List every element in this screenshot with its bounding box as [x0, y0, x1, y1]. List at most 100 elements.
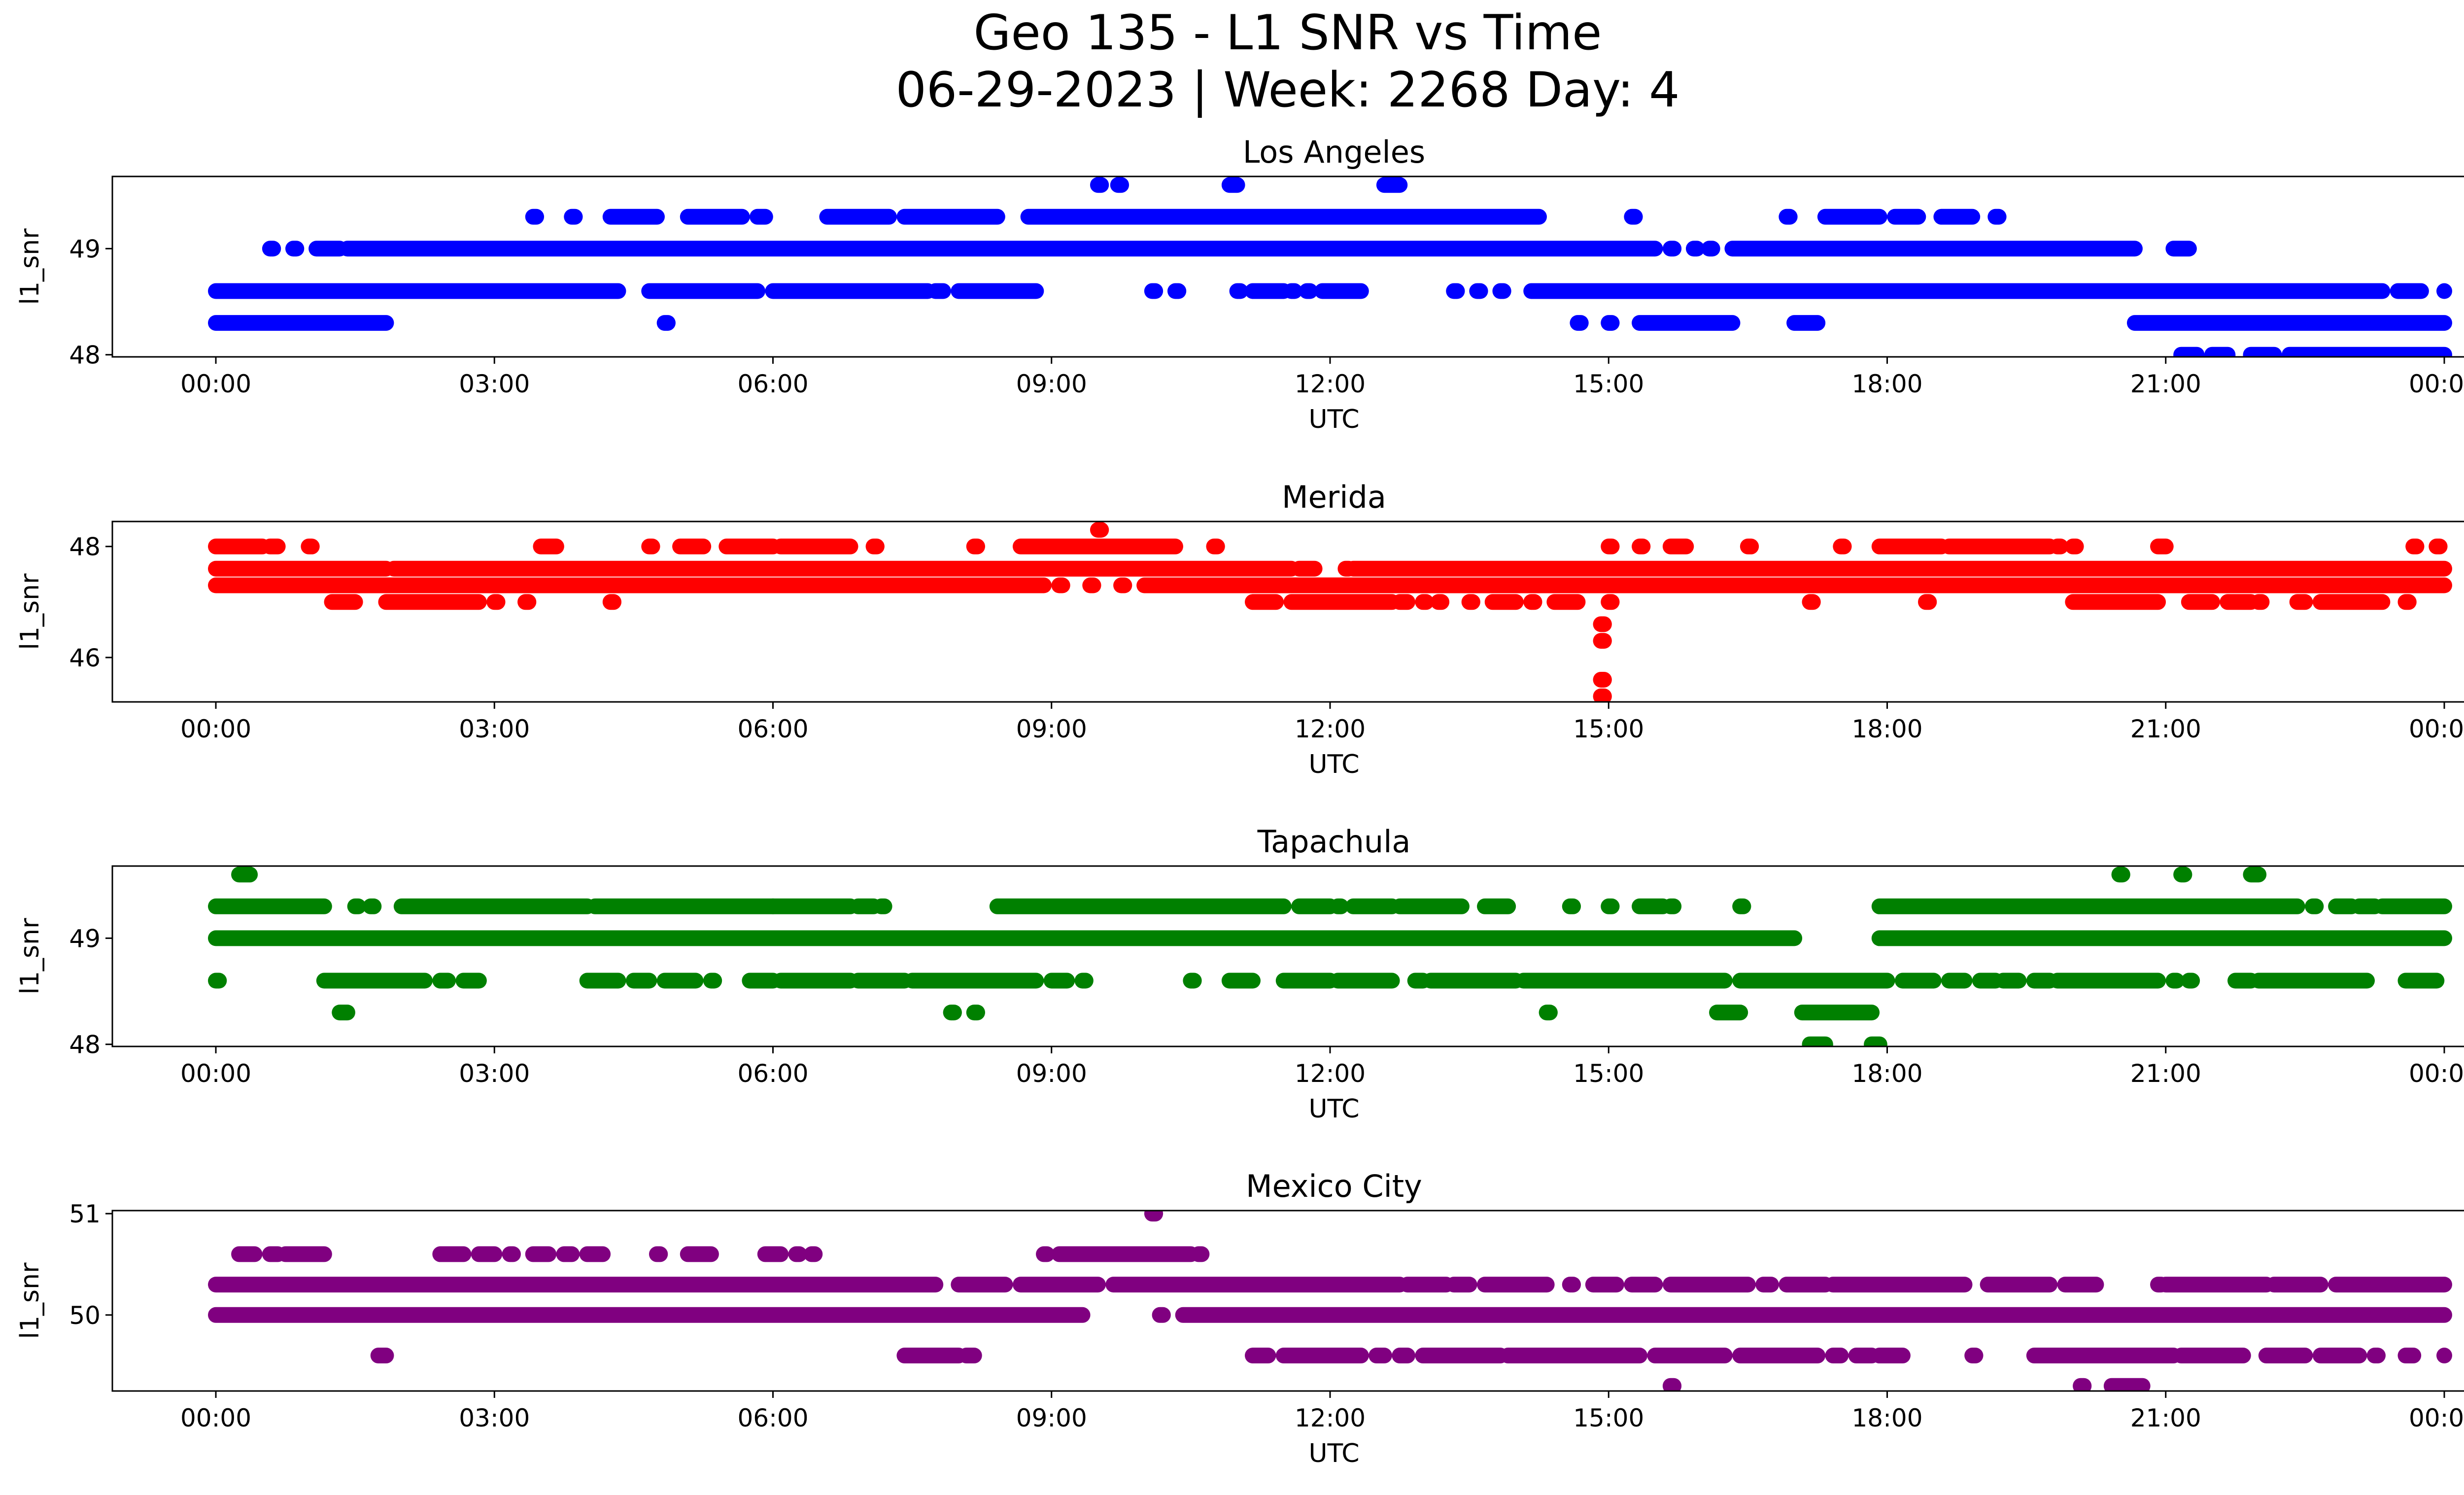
data-point-run [1871, 1348, 1911, 1364]
data-point-run [1864, 1036, 1887, 1046]
data-point-run [2165, 973, 2185, 989]
data-point-run [1833, 538, 1852, 555]
subplot-0: Los Angeles 00:00 03:00 06:00 09:00 12:00 15:0… [15, 134, 2464, 434]
data-point-run [1430, 594, 1450, 610]
data-point-run [1662, 538, 1694, 555]
data-point-run [208, 577, 1052, 593]
x-axis-label: UTC [1308, 1439, 1359, 1468]
data-point-run [765, 898, 858, 914]
x-tick-label: 21:00 [2130, 370, 2201, 398]
x-tick-label: 15:00 [1573, 370, 1644, 398]
data-point-run [262, 241, 281, 257]
data-point-run [2026, 973, 2058, 989]
data-point-run [1400, 1277, 1454, 1293]
data-points [208, 1211, 2452, 1391]
data-point-run [208, 1307, 1091, 1323]
x-tick-label: 00:00 [2409, 1404, 2464, 1432]
data-point-run [865, 538, 885, 555]
subplot-title: Mexico City [1246, 1168, 1422, 1204]
data-point-run [927, 283, 951, 299]
data-point-run [1244, 283, 1292, 299]
data-point-run [262, 538, 286, 555]
data-point-run [2397, 594, 2417, 610]
data-point-run [1632, 898, 1671, 914]
data-point-run [1167, 283, 1187, 299]
data-point-run [1601, 538, 1620, 555]
y-tick-label: 48 [69, 1031, 101, 1059]
data-point-run [1740, 538, 1759, 555]
data-point [2436, 1348, 2452, 1364]
data-point-run [1871, 898, 2305, 914]
data-point-run [432, 973, 456, 989]
data-point-run [2173, 867, 2192, 883]
data-point-run [1415, 1348, 1508, 1364]
x-tick-label: 00:00 [180, 1404, 251, 1432]
data-point-run [208, 898, 332, 914]
data-point-run [1283, 594, 1400, 610]
data-point-run [1570, 315, 1589, 331]
data-point-run [1175, 1307, 2452, 1323]
data-point-run [1523, 594, 1542, 610]
data-point-run [1539, 1005, 1558, 1021]
data-point-run [2251, 594, 2270, 610]
data-point-run [2026, 1348, 2182, 1364]
data-point-run [1647, 1348, 1733, 1364]
data-point-run [2181, 594, 2220, 610]
subplot-title: Tapachula [1257, 824, 1411, 860]
x-tick-label: 06:00 [737, 1059, 808, 1088]
data-point-run [1090, 522, 1109, 538]
x-tick-label: 18:00 [1851, 370, 1922, 398]
data-point-run [332, 1005, 355, 1021]
x-tick-label: 06:00 [737, 1404, 808, 1432]
data-point-run [2220, 594, 2259, 610]
data-point-run [2243, 867, 2267, 883]
data-point-run [2150, 538, 2174, 555]
data-point-run [943, 1005, 962, 1021]
data-point-run [285, 241, 305, 257]
x-axis-label: UTC [1308, 1094, 1359, 1124]
data-point-run [773, 973, 858, 989]
data-point-run [656, 315, 676, 331]
data-point-run [1012, 1277, 1106, 1293]
x-tick-label: 15:00 [1573, 1059, 1644, 1088]
data-point-run [1593, 688, 1612, 702]
data-point-run [1601, 898, 1620, 914]
data-point-run [1144, 283, 1164, 299]
data-point-run [1152, 1307, 1171, 1323]
data-point-run [2165, 241, 2197, 257]
x-tick-label: 18:00 [1851, 715, 1922, 743]
data-point-run [1593, 633, 1612, 649]
data-point-run [873, 898, 892, 914]
axes-frame [111, 865, 2464, 1047]
x-tick-label: 00:00 [2409, 715, 2464, 743]
data-point-run [1779, 1277, 1833, 1293]
data-point-run [386, 560, 1300, 577]
x-tick-label: 00:00 [2409, 370, 2464, 398]
x-tick-label: 00:00 [180, 1059, 251, 1088]
y-axis-label: l1_snr [15, 918, 45, 995]
data-point-run [1345, 560, 2452, 577]
data-point-run [208, 315, 394, 331]
data-point-run [1724, 241, 2143, 257]
x-tick-label: 21:00 [2130, 1404, 2201, 1432]
data-point-run [1601, 315, 1620, 331]
data-point-run [2065, 594, 2166, 610]
data-point-run [1283, 283, 1302, 299]
subplot-2: Tapachula 00:00 03:00 06:00 09:00 12:00 15:00 1… [15, 824, 2464, 1124]
data-point-run [1871, 538, 1950, 555]
data-point-run [2429, 538, 2448, 555]
data-point-run [2351, 898, 2383, 914]
figure-title-line2: 06-29-2023 | Week: 2268 Day: 4 [896, 62, 1680, 118]
data-point-run [2281, 347, 2452, 357]
data-point-run [2111, 867, 2130, 883]
data-point-run [2126, 315, 2452, 331]
data-point-run [1244, 594, 1284, 610]
data-point-run [370, 1348, 394, 1364]
data-point-run [1593, 671, 1612, 688]
y-tick-label: 46 [69, 644, 101, 672]
data-point-run [455, 973, 487, 989]
x-tick-label: 12:00 [1295, 1404, 1366, 1432]
data-point-run [750, 209, 773, 225]
data-point-run [1221, 177, 1245, 193]
data-point-run [2243, 347, 2282, 357]
